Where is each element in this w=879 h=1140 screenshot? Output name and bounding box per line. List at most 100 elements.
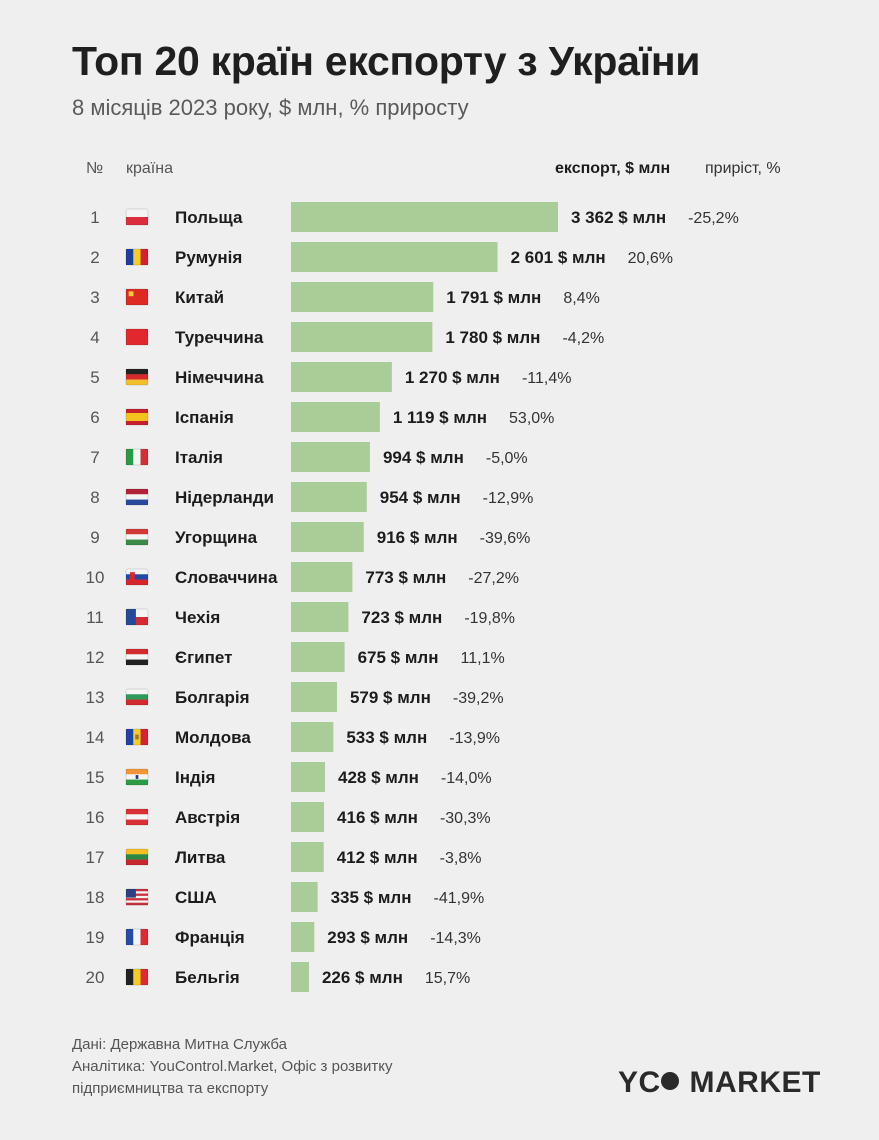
rank-label: 20 xyxy=(86,968,105,987)
rank-label: 17 xyxy=(86,848,105,867)
value-label: 3 362 $ млн xyxy=(571,208,666,227)
turkey-flag-icon xyxy=(125,328,149,346)
egypt-flag-icon xyxy=(125,648,149,666)
italy-flag-icon xyxy=(125,448,149,466)
bar xyxy=(291,962,309,992)
value-label: 335 $ млн xyxy=(331,888,412,907)
bar xyxy=(291,762,325,792)
value-label: 994 $ млн xyxy=(383,448,464,467)
rank-label: 18 xyxy=(86,888,105,907)
moldova-flag-icon xyxy=(125,728,149,746)
bar xyxy=(291,882,318,912)
country-label: Австрія xyxy=(175,808,240,827)
rank-label: 5 xyxy=(90,368,99,387)
growth-label: -12,9% xyxy=(483,490,534,507)
rank-label: 8 xyxy=(90,488,99,507)
rank-label: 14 xyxy=(86,728,105,747)
footer-analytics: Аналітика: YouControl.Market, Офіс з роз… xyxy=(72,1058,393,1075)
growth-label: 11,1% xyxy=(461,650,505,667)
value-label: 533 $ млн xyxy=(346,728,427,747)
bar xyxy=(291,482,367,512)
bar xyxy=(291,442,370,472)
rank-label: 19 xyxy=(86,928,105,947)
growth-label: 15,7% xyxy=(425,970,470,987)
hungary-flag-icon xyxy=(125,528,149,546)
china-flag-icon xyxy=(125,288,149,306)
bar xyxy=(291,402,380,432)
value-label: 954 $ млн xyxy=(380,488,461,507)
country-label: Чехія xyxy=(175,608,220,627)
spain-flag-icon xyxy=(125,408,149,426)
country-label: Єгипет xyxy=(175,648,232,667)
page-subtitle: 8 місяців 2023 року, $ млн, % приросту xyxy=(72,95,469,120)
country-label: Італія xyxy=(175,448,223,467)
poland-flag-icon xyxy=(125,208,149,226)
country-label: Румунія xyxy=(175,248,242,267)
growth-label: 20,6% xyxy=(628,250,673,267)
country-label: Іспанія xyxy=(175,408,234,427)
value-label: 416 $ млн xyxy=(337,808,418,827)
value-label: 428 $ млн xyxy=(338,768,419,787)
bar xyxy=(291,282,434,312)
growth-label: -14,0% xyxy=(441,770,492,787)
growth-label: 8,4% xyxy=(563,290,599,307)
header-export: експорт, $ млн xyxy=(555,160,671,177)
slovakia-flag-icon xyxy=(125,568,149,586)
rank-label: 2 xyxy=(90,248,99,267)
belgium-flag-icon xyxy=(125,968,149,986)
bar xyxy=(291,362,392,392)
romania-flag-icon xyxy=(125,248,149,266)
header-rank: № xyxy=(86,160,104,177)
country-label: Франція xyxy=(175,928,245,947)
bar xyxy=(291,522,364,552)
rank-label: 11 xyxy=(86,608,104,627)
country-label: Болгарія xyxy=(175,688,250,707)
bar xyxy=(291,722,334,752)
growth-label: -4,2% xyxy=(562,330,604,347)
bar xyxy=(291,642,345,672)
country-label: Індія xyxy=(175,768,215,787)
growth-label: -14,3% xyxy=(430,930,481,947)
growth-label: -19,8% xyxy=(464,610,515,627)
germany-flag-icon xyxy=(125,368,149,386)
growth-label: -25,2% xyxy=(688,210,739,227)
rank-label: 4 xyxy=(90,328,99,347)
value-label: 675 $ млн xyxy=(358,648,439,667)
rank-label: 1 xyxy=(90,208,99,227)
rank-label: 16 xyxy=(86,808,105,827)
bar xyxy=(291,922,315,952)
lithuania-flag-icon xyxy=(125,848,149,866)
growth-label: -30,3% xyxy=(440,810,491,827)
netherlands-flag-icon xyxy=(125,488,149,506)
bar xyxy=(291,562,353,592)
value-label: 1 270 $ млн xyxy=(405,368,500,387)
france-flag-icon xyxy=(125,928,149,946)
value-label: 1 791 $ млн xyxy=(446,288,541,307)
growth-label: -11,4% xyxy=(522,370,572,387)
footer-source: Дані: Державна Митна Служба xyxy=(72,1036,288,1053)
growth-label: -27,2% xyxy=(468,570,519,587)
page-title: Топ 20 країн експорту з України xyxy=(72,38,701,84)
rank-label: 13 xyxy=(86,688,105,707)
india-flag-icon xyxy=(125,768,149,786)
brand-logo-left: YC xyxy=(618,1066,661,1099)
country-label: Угорщина xyxy=(175,528,258,547)
header-growth: приріст, % xyxy=(705,160,781,177)
value-label: 723 $ млн xyxy=(361,608,442,627)
country-label: Литва xyxy=(175,848,226,867)
country-label: Словаччина xyxy=(175,568,278,587)
value-label: 1 780 $ млн xyxy=(445,328,540,347)
bar xyxy=(291,842,324,872)
value-label: 1 119 $ млн xyxy=(393,408,487,427)
rank-label: 9 xyxy=(90,528,99,547)
growth-label: 53,0% xyxy=(509,410,554,427)
value-label: 226 $ млн xyxy=(322,968,403,987)
austria-flag-icon xyxy=(125,808,149,826)
country-label: Бельгія xyxy=(175,968,240,987)
footer-analytics-cont: підприємництва та експорту xyxy=(72,1080,269,1097)
brand-logo: YC MARKET xyxy=(618,1066,821,1100)
value-label: 293 $ млн xyxy=(327,928,408,947)
value-label: 773 $ млн xyxy=(365,568,446,587)
country-label: Китай xyxy=(175,288,224,307)
